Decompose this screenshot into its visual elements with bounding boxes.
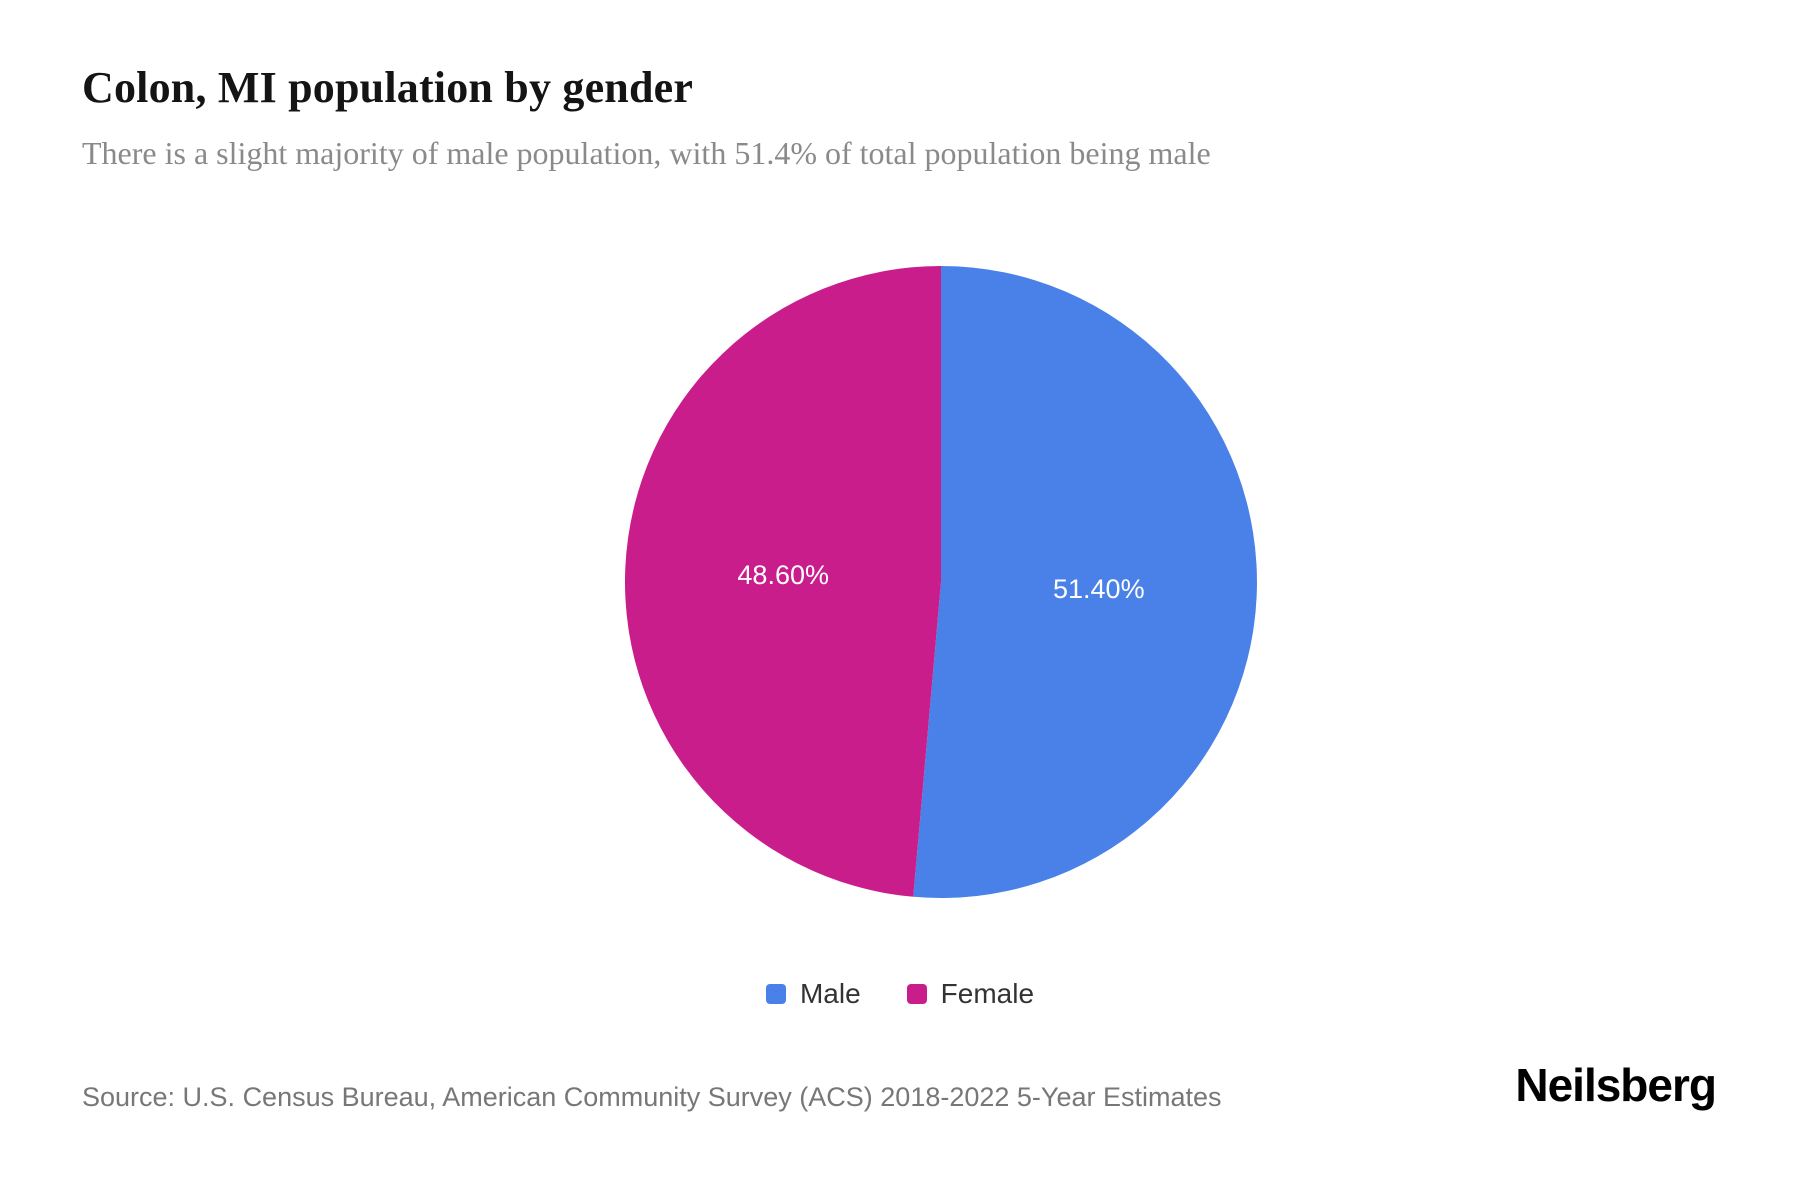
pie-chart: 51.40% 48.60% [624, 266, 1257, 898]
legend-item-female[interactable]: Female [906, 978, 1035, 1010]
neilsberg-logo: Neilsberg [1515, 1059, 1717, 1111]
chart-title: Colon, MI population by gender [82, 63, 694, 112]
pie-slice-label-male: 51.40% [1053, 574, 1145, 604]
pie-chart-area: 51.40% 48.60% [0, 262, 1800, 912]
pie-slice-male[interactable] [913, 266, 1257, 898]
pie-slice-female[interactable] [624, 266, 941, 897]
legend-label-male: Male [799, 978, 861, 1009]
chart-subtitle: There is a slight majority of male popul… [82, 135, 1211, 171]
source-note: Source: U.S. Census Bureau, American Com… [82, 1082, 1222, 1112]
legend-swatch-female [906, 984, 927, 1004]
chart-legend: Male Female [0, 978, 1800, 1010]
pie-slice-label-female: 48.60% [737, 560, 829, 590]
legend-swatch-male [765, 984, 786, 1004]
legend-item-male[interactable]: Male [765, 978, 861, 1010]
legend-label-female: Female [940, 978, 1035, 1009]
